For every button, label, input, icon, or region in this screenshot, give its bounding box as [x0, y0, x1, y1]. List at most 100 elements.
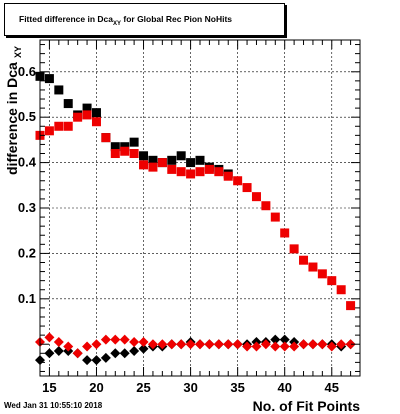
- data-point-square: [289, 244, 299, 254]
- data-point-square: [91, 108, 101, 118]
- x-axis-title: No. of Fit Points: [253, 398, 361, 414]
- data-point-diamond: [223, 339, 234, 350]
- y-axis-title: difference in Dca: [4, 62, 20, 175]
- chart-title: Fitted difference in DcaXY for Global Re…: [19, 14, 232, 27]
- data-point-square: [82, 103, 92, 113]
- data-point-diamond: [279, 341, 290, 352]
- data-point-diamond: [232, 339, 243, 350]
- y-tick-label: 0.4: [18, 155, 37, 170]
- data-point-square: [223, 171, 233, 181]
- data-point-square: [251, 192, 261, 202]
- data-point-diamond: [279, 334, 290, 345]
- data-point-diamond: [63, 341, 74, 352]
- data-point-diamond: [138, 336, 149, 347]
- data-point-diamond: [242, 341, 253, 352]
- data-point-square: [167, 164, 177, 174]
- data-point-square: [176, 167, 186, 177]
- y-axis-title-subscript: XY: [13, 46, 23, 58]
- data-point-square: [44, 74, 54, 84]
- data-point-diamond: [251, 341, 262, 352]
- data-point-diamond: [100, 334, 111, 345]
- y-tick-label: 0.2: [18, 245, 36, 260]
- tick-label-layer: 15 20 25 30 35 40 45 0.1 0.2 0.3 0.4 0.5 0.6: [18, 64, 339, 395]
- data-point-square: [233, 176, 243, 186]
- marker-layer: [35, 71, 356, 366]
- data-point-diamond: [213, 339, 224, 350]
- data-point-diamond: [166, 339, 177, 350]
- data-point-square: [195, 167, 205, 177]
- y-tick-label: 0.1: [18, 291, 36, 306]
- data-point-diamond: [53, 336, 64, 347]
- y-tick-label: 0.3: [18, 200, 36, 215]
- x-tick-label: 20: [89, 380, 103, 395]
- timestamp: Wed Jan 31 10:55:10 2018: [4, 401, 103, 410]
- data-point-diamond: [204, 339, 215, 350]
- data-point-diamond: [270, 341, 281, 352]
- x-tick-label: 35: [230, 380, 244, 395]
- x-tick-label: 15: [42, 380, 56, 395]
- data-point-square: [101, 133, 111, 143]
- data-point-square: [148, 162, 158, 172]
- data-point-square: [346, 301, 356, 311]
- data-point-square: [167, 155, 177, 165]
- data-point-diamond: [185, 339, 196, 350]
- data-point-diamond: [260, 339, 271, 350]
- y-tick-label: 0.6: [18, 64, 36, 79]
- data-point-diamond: [270, 334, 281, 345]
- data-point-square: [176, 151, 186, 161]
- data-point-square: [186, 169, 196, 179]
- data-point-diamond: [119, 348, 130, 359]
- chart-title-suffix: for Global Rec Pion NoHits: [121, 14, 232, 24]
- data-point-diamond: [44, 332, 55, 343]
- data-point-square: [280, 228, 290, 238]
- x-tick-label: 25: [136, 380, 150, 395]
- data-point-diamond: [345, 339, 356, 350]
- data-point-diamond: [44, 348, 55, 359]
- data-point-diamond: [100, 352, 111, 363]
- data-point-diamond: [307, 339, 318, 350]
- data-point-diamond: [147, 339, 158, 350]
- data-point-diamond: [119, 334, 130, 345]
- data-point-square: [157, 158, 167, 168]
- data-point-diamond: [326, 341, 337, 352]
- data-point-square: [54, 121, 64, 131]
- data-point-diamond: [129, 336, 140, 347]
- data-point-diamond: [317, 339, 328, 350]
- data-point-diamond: [91, 355, 102, 366]
- data-point-square: [186, 158, 196, 168]
- data-point-square: [139, 151, 149, 161]
- data-point-square: [242, 183, 252, 193]
- x-tick-label: 40: [277, 380, 291, 395]
- data-point-square: [54, 85, 64, 95]
- data-point-diamond: [176, 339, 187, 350]
- data-point-diamond: [110, 334, 121, 345]
- x-tick-label: 45: [325, 380, 339, 395]
- data-point-square: [327, 276, 337, 286]
- data-point-square: [204, 164, 214, 174]
- y-tick-label: 0.5: [18, 109, 36, 124]
- data-point-square: [73, 112, 83, 122]
- x-tick-label: 30: [183, 380, 197, 395]
- data-point-square: [129, 137, 139, 147]
- data-point-diamond: [157, 339, 168, 350]
- data-point-square: [214, 167, 224, 177]
- chart-title-box: Fitted difference in DcaXY for Global Re…: [4, 3, 285, 36]
- data-point-diamond: [72, 348, 83, 359]
- data-point-diamond: [195, 339, 205, 350]
- data-point-square: [308, 262, 318, 272]
- data-point-square: [110, 142, 120, 152]
- chart-title-main: Fitted difference in Dca: [19, 14, 113, 24]
- data-point-square: [129, 149, 139, 159]
- data-point-square: [110, 149, 120, 159]
- data-point-square: [120, 142, 130, 152]
- data-point-square: [261, 201, 271, 211]
- data-point-diamond: [336, 339, 347, 350]
- tick-layer: [39, 40, 361, 376]
- data-point-square: [63, 99, 73, 109]
- data-point-square: [139, 160, 149, 170]
- data-point-diamond: [298, 339, 309, 350]
- y-axis-title-group: difference in Dca XY: [4, 46, 23, 175]
- data-point-diamond: [289, 341, 300, 352]
